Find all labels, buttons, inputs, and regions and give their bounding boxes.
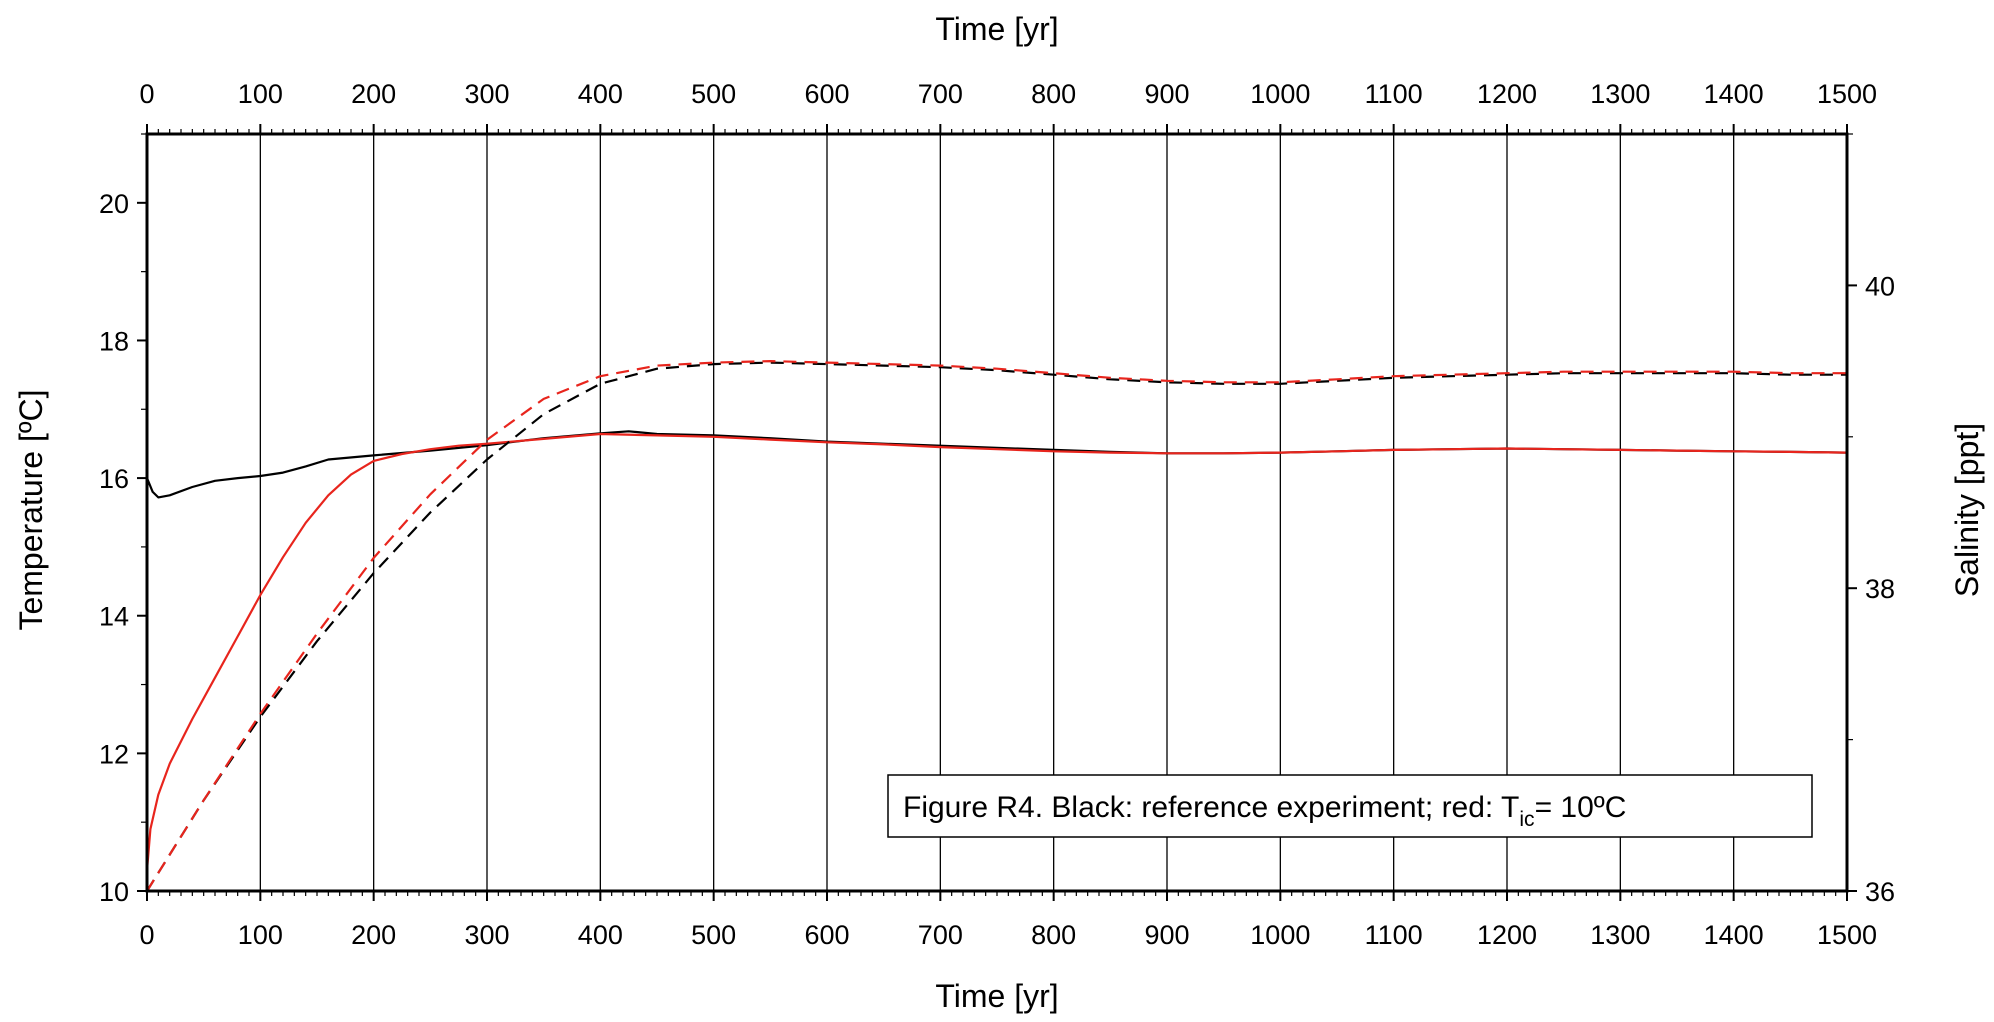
x-tick-label-top: 1400 bbox=[1704, 79, 1764, 109]
x-tick-label-bottom: 1400 bbox=[1704, 920, 1764, 950]
y-tick-label-left: 18 bbox=[99, 326, 129, 356]
y-axis-title-right: Salinity [ppt] bbox=[1949, 423, 1985, 597]
x-tick-label-bottom: 900 bbox=[1144, 920, 1189, 950]
x-tick-label-top: 600 bbox=[804, 79, 849, 109]
x-tick-label-bottom: 1300 bbox=[1590, 920, 1650, 950]
y-tick-label-left: 14 bbox=[99, 602, 129, 632]
x-axis-title-bottom: Time [yr] bbox=[935, 978, 1058, 1014]
caption-suffix: = 10ºC bbox=[1535, 791, 1627, 824]
y-tick-label-left: 20 bbox=[99, 189, 129, 219]
x-tick-label-top: 1200 bbox=[1477, 79, 1537, 109]
data-series bbox=[145, 360, 1848, 892]
x-tick-label-bottom: 300 bbox=[464, 920, 509, 950]
y-axis-title-left: Temperature [ºC] bbox=[13, 389, 49, 630]
caption-box: Figure R4. Black: reference experiment; … bbox=[887, 774, 1813, 838]
x-tick-label-bottom: 1200 bbox=[1477, 920, 1537, 950]
x-tick-label-bottom: 200 bbox=[351, 920, 396, 950]
x-tick-label-top: 1500 bbox=[1817, 79, 1877, 109]
y-tick-label-right: 40 bbox=[1865, 271, 1895, 301]
temperature-line-red bbox=[145, 432, 1848, 871]
y-tick-label-left: 10 bbox=[99, 877, 129, 907]
x-tick-label-bottom: 1100 bbox=[1365, 920, 1423, 950]
vertical-gridlines bbox=[146, 134, 1848, 891]
x-tick-label-top: 800 bbox=[1031, 79, 1076, 109]
x-tick-label-bottom: 100 bbox=[238, 920, 283, 950]
caption-prefix: Figure R4. Black: reference experiment; … bbox=[903, 791, 1519, 824]
x-tick-label-bottom: 700 bbox=[918, 920, 963, 950]
x-tick-label-top: 1100 bbox=[1365, 79, 1423, 109]
x-tick-label-bottom: 1500 bbox=[1817, 920, 1877, 950]
x-tick-label-top: 900 bbox=[1144, 79, 1189, 109]
x-tick-label-bottom: 0 bbox=[139, 920, 154, 950]
x-tick-label-top: 1000 bbox=[1250, 79, 1310, 109]
x-tick-label-top: 500 bbox=[691, 79, 736, 109]
x-tick-label-top: 700 bbox=[918, 79, 963, 109]
plot-frame bbox=[145, 132, 1849, 893]
x-tick-label-top: 1300 bbox=[1590, 79, 1650, 109]
x-tick-label-top: 0 bbox=[139, 79, 154, 109]
x-tick-label-top: 400 bbox=[578, 79, 623, 109]
salinity-line-red bbox=[146, 360, 1847, 892]
x-tick-label-top: 300 bbox=[464, 79, 509, 109]
x-tick-label-bottom: 400 bbox=[578, 920, 623, 950]
salinity-line-black bbox=[146, 361, 1847, 892]
x-tick-label-bottom: 1000 bbox=[1250, 920, 1310, 950]
y-tick-label-right: 38 bbox=[1865, 574, 1895, 604]
tick-labels: 0 0 100 100 200 200 300 300 400 400 500 500 600 600 70… bbox=[99, 79, 1895, 950]
y-tick-label-right: 36 bbox=[1865, 877, 1895, 907]
x-tick-label-bottom: 500 bbox=[691, 920, 736, 950]
x-tick-label-top: 200 bbox=[351, 79, 396, 109]
x-tick-label-top: 100 bbox=[238, 79, 283, 109]
x-axis-title-top: Time [yr] bbox=[935, 11, 1058, 47]
caption-subscript: ic bbox=[1519, 808, 1534, 831]
x-tick-label-bottom: 800 bbox=[1031, 920, 1076, 950]
caption-border bbox=[887, 774, 1813, 838]
y-tick-label-left: 16 bbox=[99, 464, 129, 494]
caption-text: Figure R4. Black: reference experiment; … bbox=[903, 791, 1626, 831]
x-tick-label-bottom: 600 bbox=[804, 920, 849, 950]
y-tick-label-left: 12 bbox=[99, 739, 129, 769]
